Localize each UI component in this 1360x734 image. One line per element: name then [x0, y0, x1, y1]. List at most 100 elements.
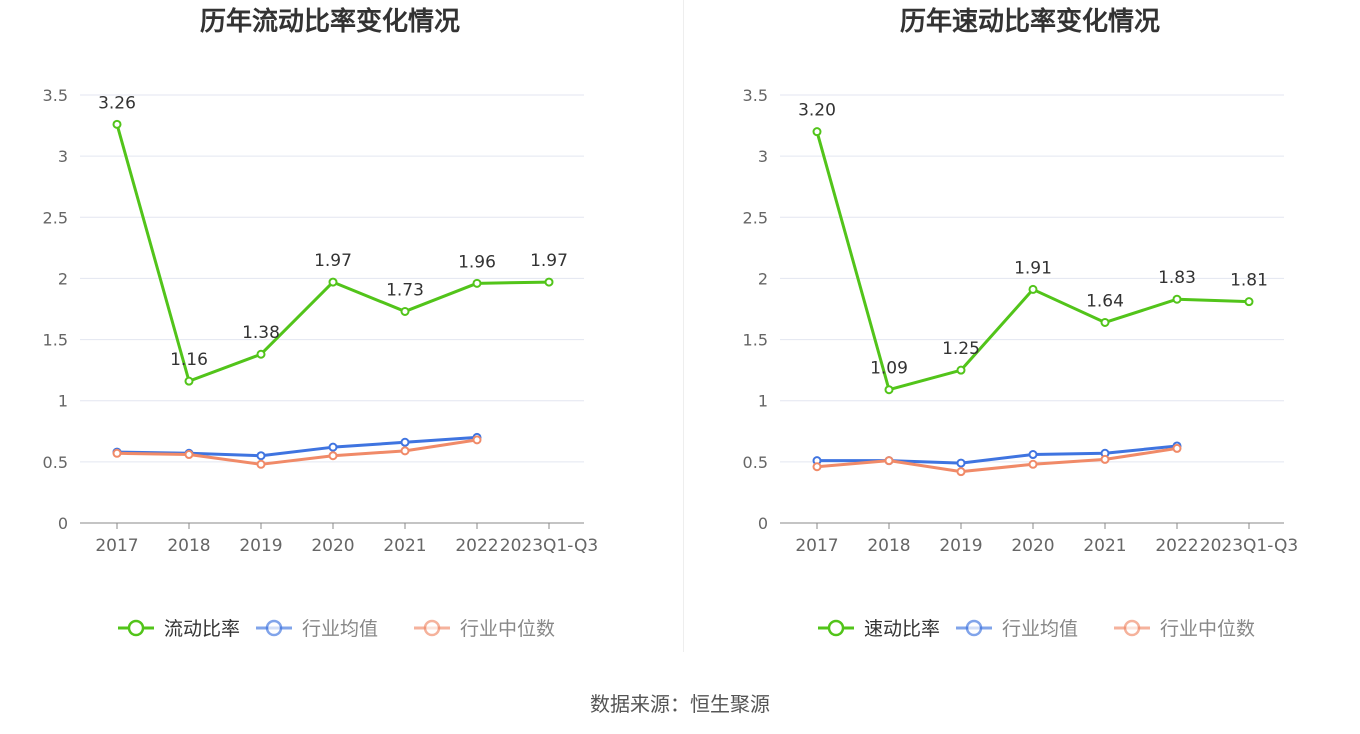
data-point — [1100, 317, 1110, 327]
y-tick-label: 2 — [758, 269, 768, 288]
data-point — [1172, 294, 1182, 304]
x-tick-label: 2021 — [383, 536, 426, 556]
data-point — [112, 119, 122, 129]
data-label: 1.38 — [242, 323, 280, 343]
x-tick-label: 2020 — [1011, 536, 1054, 556]
series-line — [116, 438, 478, 466]
y-tick-label: 0 — [58, 514, 68, 533]
data-label: 1.64 — [1086, 291, 1124, 311]
data-point — [884, 385, 894, 395]
data-point — [256, 451, 266, 461]
y-tick-label: 1.5 — [43, 331, 68, 350]
data-point — [256, 459, 266, 469]
data-point — [1100, 454, 1110, 464]
x-tick-label: 2017 — [795, 536, 838, 556]
data-label: 1.97 — [530, 251, 568, 271]
data-label: 1.97 — [314, 251, 352, 271]
data-label: 1.81 — [1230, 271, 1268, 291]
data-point — [328, 277, 338, 287]
legend-label: 行业中位数 — [460, 618, 555, 640]
data-point — [956, 458, 966, 468]
data-point — [1028, 450, 1038, 460]
x-tick-label: 2021 — [1083, 536, 1126, 556]
legend-marker — [423, 619, 441, 637]
data-point — [256, 349, 266, 359]
series-line — [816, 446, 1178, 474]
y-tick-label: 0.5 — [743, 453, 768, 472]
legend-label: 行业中位数 — [1160, 618, 1255, 640]
series-line — [817, 444, 1178, 465]
x-tick-label: 2018 — [167, 536, 210, 556]
y-tick-label: 0 — [758, 514, 768, 533]
data-label: 3.26 — [98, 93, 136, 113]
legend-label: 速动比率 — [864, 618, 940, 640]
panel-divider — [683, 0, 684, 652]
series-median — [812, 443, 1182, 477]
data-point — [1028, 459, 1038, 469]
legend-label: 行业均值 — [1002, 618, 1078, 640]
data-point — [1172, 443, 1182, 453]
data-point — [184, 450, 194, 460]
data-point — [328, 451, 338, 461]
data-point — [812, 462, 822, 472]
x-tick-label: 2020 — [311, 536, 354, 556]
y-tick-label: 2 — [58, 269, 68, 288]
data-label: 1.91 — [1014, 258, 1052, 278]
series-main: 3.20 1.09 1.25 1.91 1.64 1.83 1.81 — [798, 101, 1268, 395]
x-tick-label: 2023Q1-Q3 — [1200, 536, 1298, 556]
data-point — [956, 467, 966, 477]
data-label: 1.25 — [942, 339, 980, 359]
data-point — [472, 435, 482, 445]
legend-marker — [265, 619, 283, 637]
x-tick-label: 2018 — [867, 536, 910, 556]
y-tick-label: 3.5 — [43, 86, 68, 105]
series-main: 3.26 1.16 1.38 1.97 1.73 1.96 1.97 — [98, 93, 568, 386]
data-point — [812, 127, 822, 137]
chart-2: 历年速动比率变化情况 0 0.5 1 1.5 2 2.5 3 3.5 2017 2018 2019 20… — [743, 6, 1299, 640]
data-source-note: 数据来源：恒生聚源 — [590, 692, 770, 716]
y-tick-label: 0.5 — [43, 453, 68, 472]
series-median — [112, 435, 482, 469]
data-point — [400, 437, 410, 447]
legend-item-main: 速动比率 — [818, 618, 940, 640]
data-label: 3.20 — [798, 101, 836, 121]
data-point — [1028, 284, 1038, 294]
x-tick-label: 2022 — [1155, 536, 1198, 556]
data-point — [328, 442, 338, 452]
data-label: 1.09 — [870, 359, 908, 379]
x-tick-label: 2019 — [239, 536, 282, 556]
data-point — [184, 376, 194, 386]
data-label: 1.73 — [386, 280, 424, 300]
y-tick-label: 1 — [758, 392, 768, 411]
data-point — [472, 278, 482, 288]
y-tick-label: 3 — [758, 147, 768, 166]
legend-label: 流动比率 — [164, 618, 240, 640]
data-label: 1.16 — [170, 350, 208, 370]
legend-marker — [965, 619, 983, 637]
legend-item-main: 流动比率 — [118, 618, 240, 640]
data-point — [1244, 297, 1254, 307]
x-tick-label: 2023Q1-Q3 — [500, 536, 598, 556]
data-point — [884, 456, 894, 466]
y-tick-label: 2.5 — [743, 208, 768, 227]
y-tick-label: 2.5 — [43, 208, 68, 227]
data-point — [400, 306, 410, 316]
data-point — [544, 277, 554, 287]
data-point — [956, 365, 966, 375]
data-label: 1.96 — [458, 252, 496, 272]
chart-title: 历年速动比率变化情况 — [900, 6, 1160, 37]
x-tick-label: 2022 — [455, 536, 498, 556]
y-tick-label: 1.5 — [743, 331, 768, 350]
legend-marker — [127, 619, 145, 637]
chart-title: 历年流动比率变化情况 — [200, 6, 460, 37]
x-tick-label: 2017 — [95, 536, 138, 556]
legend-marker — [1123, 619, 1141, 637]
legend-label: 行业均值 — [302, 618, 378, 640]
legend-item-avg: 行业均值 — [256, 618, 378, 640]
data-label: 1.83 — [1158, 268, 1196, 288]
x-tick-label: 2019 — [939, 536, 982, 556]
chart-1: 历年流动比率变化情况 0 0.5 1 1.5 2 2.5 3 3.5 2017 2018 2019 20… — [43, 6, 599, 640]
data-point — [400, 446, 410, 456]
y-tick-label: 1 — [58, 392, 68, 411]
